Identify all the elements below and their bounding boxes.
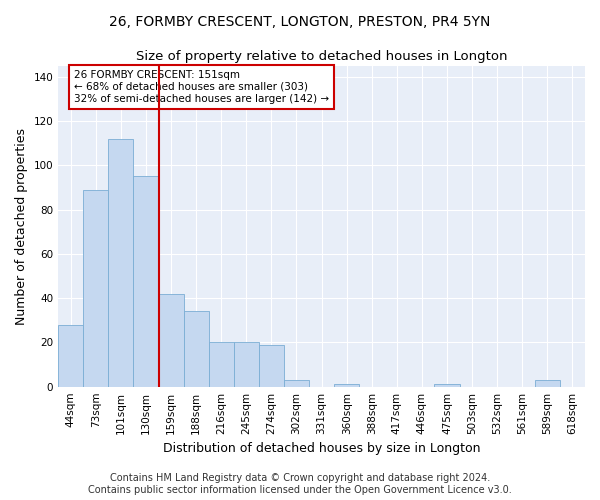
Bar bbox=[259, 344, 284, 387]
Bar bbox=[58, 324, 83, 386]
Y-axis label: Number of detached properties: Number of detached properties bbox=[15, 128, 28, 324]
Bar bbox=[284, 380, 309, 386]
Title: Size of property relative to detached houses in Longton: Size of property relative to detached ho… bbox=[136, 50, 508, 63]
Bar bbox=[158, 294, 184, 386]
Bar bbox=[434, 384, 460, 386]
X-axis label: Distribution of detached houses by size in Longton: Distribution of detached houses by size … bbox=[163, 442, 481, 455]
Bar bbox=[133, 176, 158, 386]
Bar bbox=[234, 342, 259, 386]
Bar bbox=[184, 312, 209, 386]
Bar bbox=[535, 380, 560, 386]
Bar bbox=[83, 190, 109, 386]
Text: 26, FORMBY CRESCENT, LONGTON, PRESTON, PR4 5YN: 26, FORMBY CRESCENT, LONGTON, PRESTON, P… bbox=[109, 15, 491, 29]
Bar bbox=[109, 138, 133, 386]
Text: Contains HM Land Registry data © Crown copyright and database right 2024.
Contai: Contains HM Land Registry data © Crown c… bbox=[88, 474, 512, 495]
Bar bbox=[334, 384, 359, 386]
Text: 26 FORMBY CRESCENT: 151sqm
← 68% of detached houses are smaller (303)
32% of sem: 26 FORMBY CRESCENT: 151sqm ← 68% of deta… bbox=[74, 70, 329, 104]
Bar bbox=[209, 342, 234, 386]
